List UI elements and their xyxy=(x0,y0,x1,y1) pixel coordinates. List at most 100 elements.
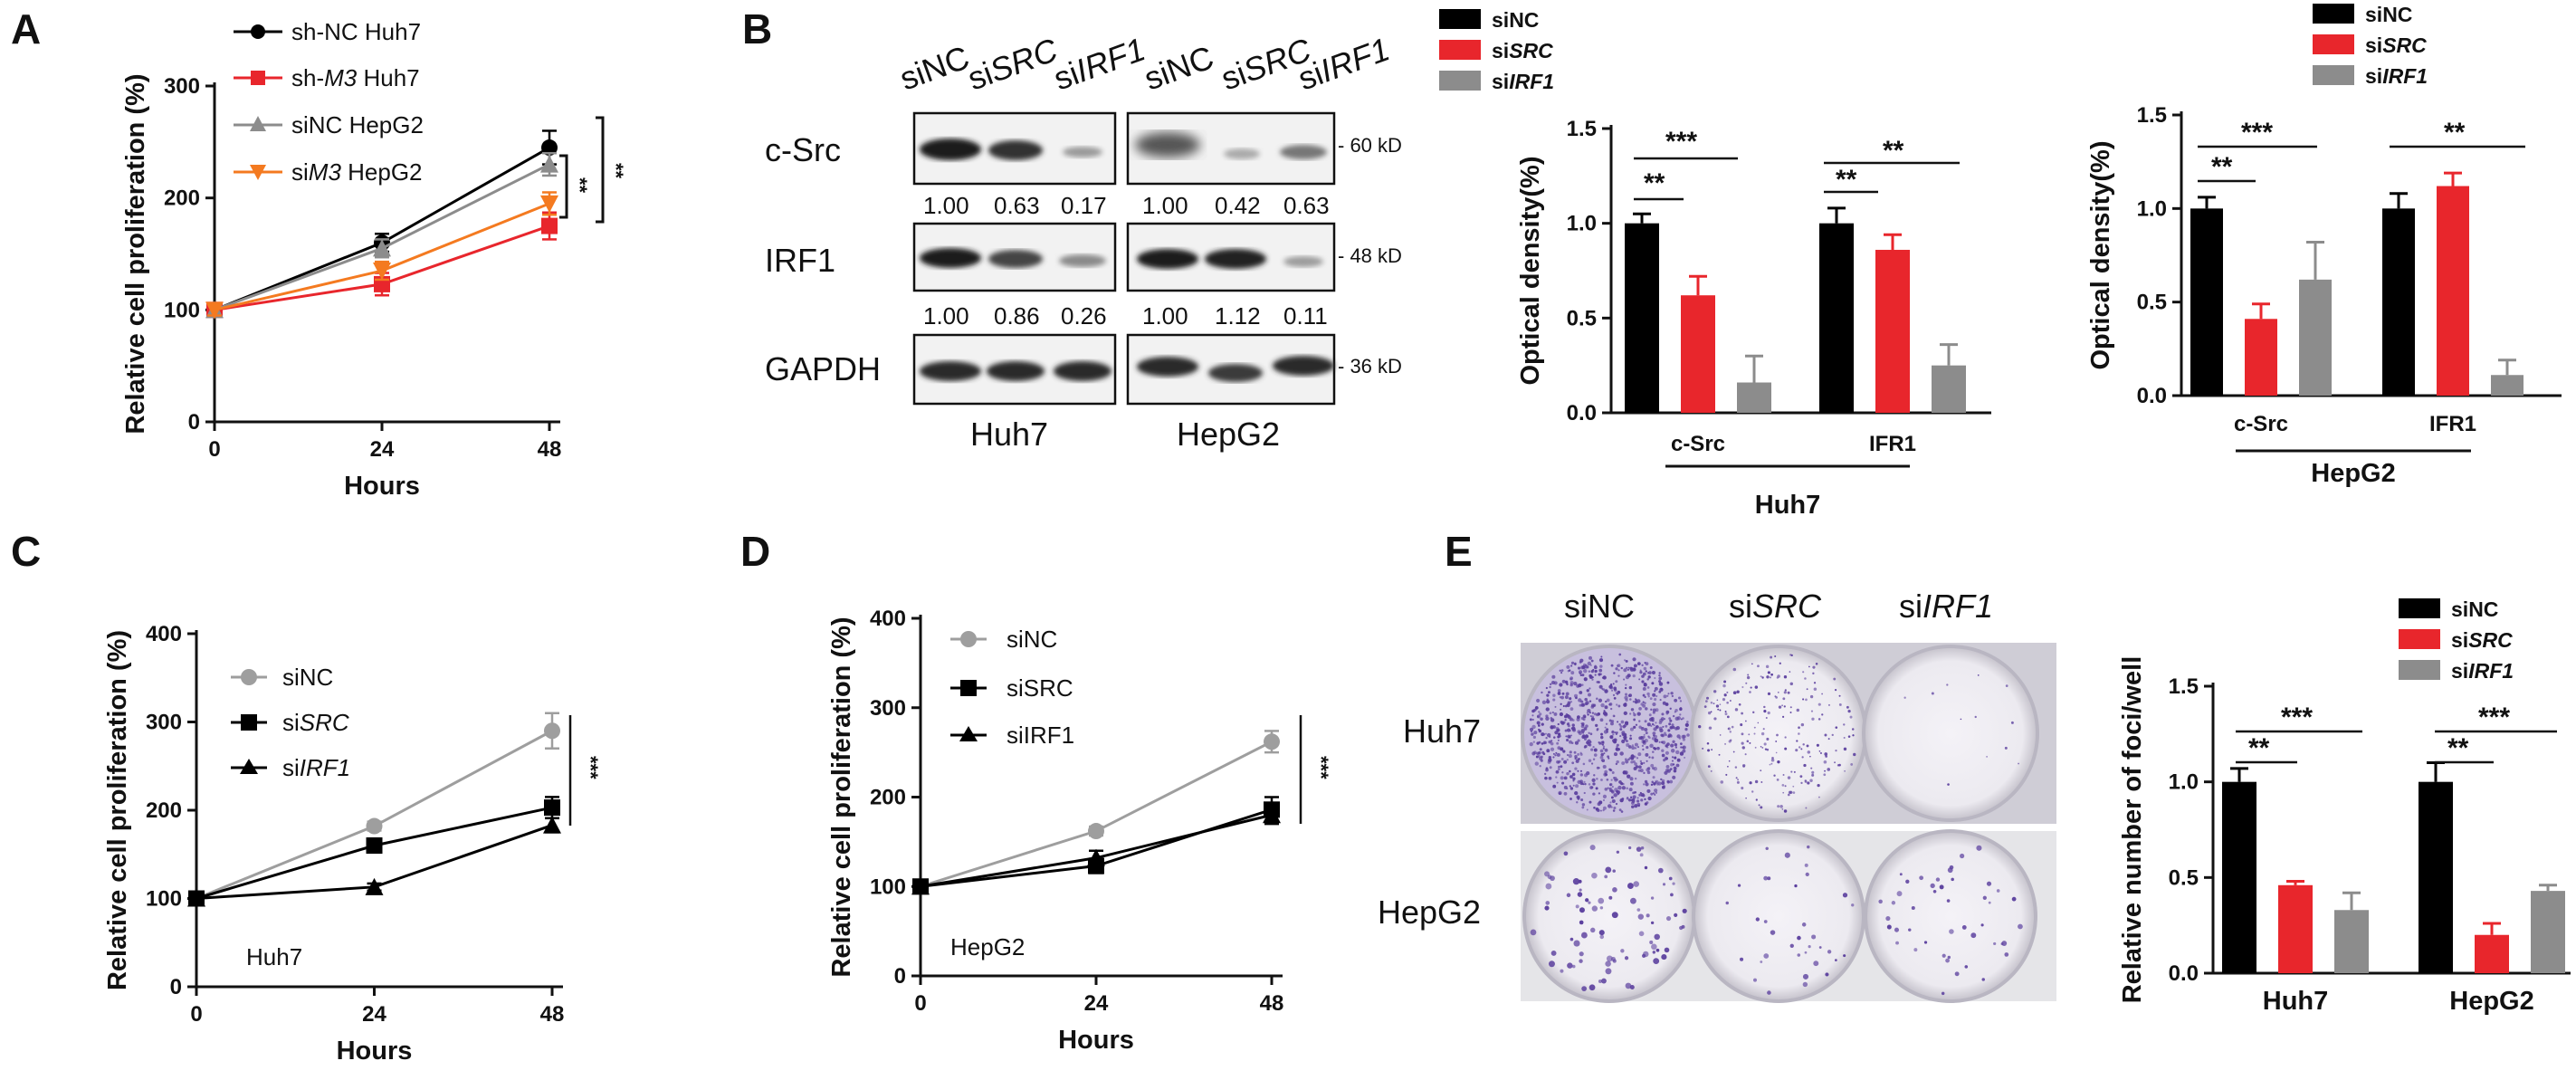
colony-dot xyxy=(1579,751,1582,754)
colony-dot xyxy=(1707,749,1711,752)
colony-dot xyxy=(1645,782,1649,787)
colony-dot xyxy=(1560,702,1562,705)
colony-dot xyxy=(1784,852,1790,858)
colony-dot xyxy=(1616,664,1619,667)
colony-dot xyxy=(1707,765,1711,769)
colony-dot xyxy=(1628,788,1633,792)
colony-dot xyxy=(1610,789,1615,794)
colony-dot xyxy=(1631,799,1636,803)
colony-dot xyxy=(1713,690,1717,693)
colony-dot xyxy=(1798,726,1800,730)
colony-dot xyxy=(1754,746,1757,749)
colony-dot xyxy=(1546,693,1550,697)
colony-dot xyxy=(1566,664,1570,669)
colony-dot xyxy=(1581,986,1588,991)
colony-dot xyxy=(1698,725,1702,729)
colony-dot xyxy=(1819,751,1822,755)
colony-dot xyxy=(1650,724,1653,727)
colony-dot xyxy=(1580,932,1588,939)
colony-dot xyxy=(1585,724,1589,728)
colony-dot xyxy=(1558,765,1560,769)
colony-dot xyxy=(1792,785,1795,788)
colony-dot xyxy=(1617,748,1621,751)
colony-dot xyxy=(1541,722,1544,726)
colony-dot xyxy=(1713,702,1715,705)
colony-dot xyxy=(1935,877,1941,882)
colony-dot xyxy=(1593,712,1597,716)
colony-dot xyxy=(1724,710,1727,712)
colony-dot xyxy=(1557,768,1560,771)
colony-dot xyxy=(1741,746,1745,750)
colony-dot xyxy=(1620,720,1625,724)
colony-dot xyxy=(1615,732,1617,736)
panel-b-hepg2-significance: *** ** ** xyxy=(2198,118,2525,183)
colony-dot xyxy=(1569,937,1574,941)
colony-dot xyxy=(1919,875,1924,881)
colony-dot xyxy=(1947,867,1953,874)
legend-label: siNC xyxy=(2365,3,2412,26)
colony-dot xyxy=(1658,676,1663,681)
colony-dot xyxy=(1760,731,1765,736)
colony-dot xyxy=(1551,674,1556,679)
colony-dot xyxy=(1817,784,1820,788)
colony-dot xyxy=(1763,710,1767,713)
colony-dot xyxy=(1642,701,1645,703)
colony-dot xyxy=(1745,682,1748,684)
colony-dot xyxy=(1732,667,1737,672)
colony-dot xyxy=(1771,757,1774,760)
colony-dot xyxy=(1602,794,1608,798)
panel-letter-b: B xyxy=(742,5,772,53)
colony-dot xyxy=(1777,674,1780,678)
colony-dot xyxy=(1798,732,1800,735)
bar xyxy=(1737,382,1771,413)
colony-dot xyxy=(1530,929,1537,936)
colony-dot xyxy=(1654,793,1656,796)
colony-dot xyxy=(1807,781,1810,785)
colony-dot xyxy=(1682,746,1684,749)
colony-dot xyxy=(1578,758,1580,760)
colony-dot xyxy=(1777,692,1779,693)
x-tick-label: 24 xyxy=(1084,991,1109,1016)
colony-dot xyxy=(1579,658,1584,663)
colony-dot xyxy=(1658,674,1661,677)
colony-dot xyxy=(1627,666,1630,669)
sig-label: ** xyxy=(605,163,627,179)
colony-dot xyxy=(1811,717,1815,721)
x-tick-label: 24 xyxy=(362,1002,386,1027)
colony-dot xyxy=(1580,729,1585,733)
colony-dot xyxy=(1770,930,1776,935)
legend-swatch xyxy=(2313,4,2354,24)
blot-row-label: c-Src xyxy=(765,131,841,168)
colony-dot xyxy=(1613,777,1617,781)
colony-dot xyxy=(1623,732,1627,737)
colony-dot xyxy=(1636,802,1641,807)
colony-dot xyxy=(1627,694,1631,697)
colony-dot xyxy=(1604,875,1608,879)
colony-dot xyxy=(1624,686,1627,690)
colony-dot xyxy=(1539,712,1542,716)
sig-label: *** xyxy=(2241,118,2273,148)
colony-dot xyxy=(1588,901,1591,904)
colony-dot xyxy=(1548,756,1552,760)
colony-dot xyxy=(1760,806,1763,809)
colony-dot xyxy=(1653,782,1656,786)
colony-dot xyxy=(1600,779,1603,781)
colony-dot xyxy=(1609,782,1613,787)
colony-dot xyxy=(1673,769,1677,773)
colony-dot xyxy=(1645,731,1648,735)
colony-dot xyxy=(1632,657,1636,662)
colony-dot xyxy=(1640,737,1645,741)
ratio-value: 1.00 xyxy=(1142,192,1188,219)
colony-dot xyxy=(1633,664,1637,668)
legend-label: siSRC xyxy=(2365,33,2427,57)
colony-dot xyxy=(1592,792,1596,796)
colony-dot xyxy=(1627,674,1631,678)
colony-dot xyxy=(1630,897,1636,904)
x-category-label: IFR1 xyxy=(2429,412,2476,436)
colony-dot xyxy=(1612,683,1615,685)
colony-dot xyxy=(1649,743,1654,749)
colony-dot xyxy=(1661,741,1664,744)
colony-dot xyxy=(1560,672,1563,674)
colony-dot xyxy=(1818,718,1821,721)
colony-dot xyxy=(1628,757,1631,760)
